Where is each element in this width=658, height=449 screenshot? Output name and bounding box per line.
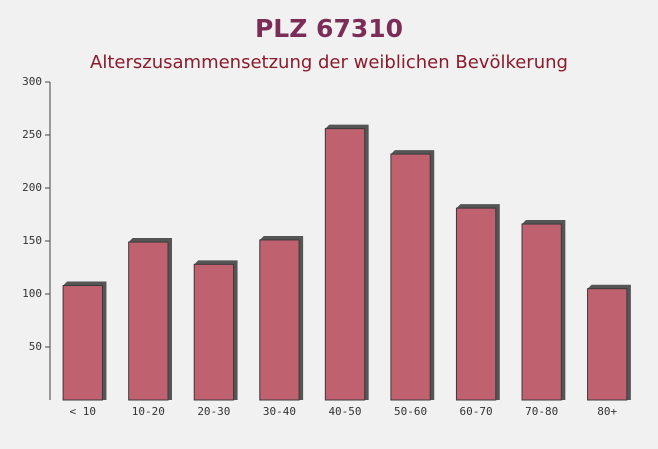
- x-tick-label: 80+: [597, 405, 617, 418]
- y-tick-label: 150: [22, 234, 42, 247]
- x-tick-label: 30-40: [263, 405, 296, 418]
- bar: [521, 223, 562, 401]
- y-tick-label: 300: [22, 75, 42, 88]
- x-tick-label: 10-20: [132, 405, 165, 418]
- bar: [128, 241, 169, 401]
- x-tick-label: < 10: [70, 405, 97, 418]
- x-tick-label: 20-30: [197, 405, 230, 418]
- x-tick-label: 50-60: [394, 405, 427, 418]
- chart-subtitle: Alterszusammensetzung der weiblichen Bev…: [90, 52, 568, 73]
- bar: [259, 239, 300, 401]
- y-tick-label: 200: [22, 181, 42, 194]
- x-tick-label: 40-50: [328, 405, 361, 418]
- bar: [587, 288, 628, 401]
- bar: [193, 263, 235, 401]
- bar: [62, 285, 103, 401]
- y-tick-label: 100: [22, 287, 42, 300]
- x-tick-label: 60-70: [460, 405, 493, 418]
- bar: [324, 128, 366, 401]
- y-tick-label: 250: [22, 128, 42, 141]
- bar: [390, 153, 431, 401]
- x-tick-label: 70-80: [525, 405, 558, 418]
- chart-title: PLZ 67310: [255, 14, 403, 43]
- bar: [455, 207, 497, 401]
- y-tick-label: 50: [29, 340, 42, 353]
